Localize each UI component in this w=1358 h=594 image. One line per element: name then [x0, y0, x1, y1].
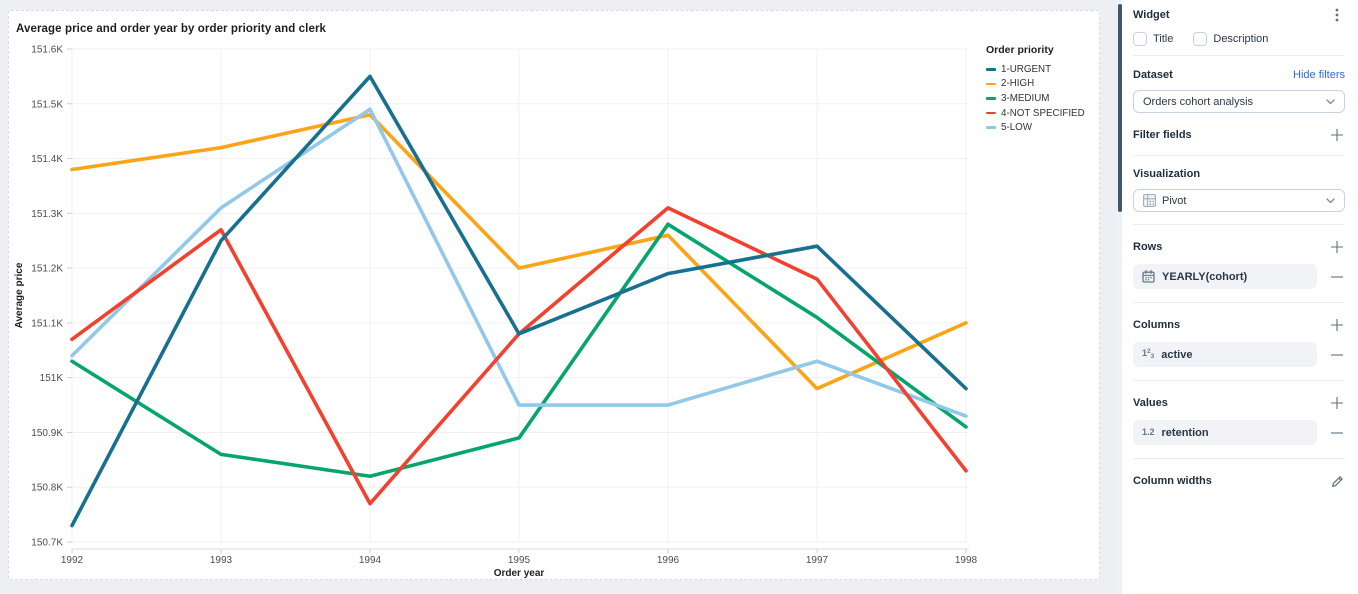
y-tick-label: 150.9K: [31, 428, 63, 439]
dataset-label: Dataset: [1133, 69, 1173, 81]
remove-row-icon[interactable]: [1329, 269, 1345, 285]
add-row-icon[interactable]: [1329, 239, 1345, 255]
x-tick-label: 1997: [806, 555, 829, 566]
integer-icon: 123: [1142, 347, 1155, 360]
y-tick-label: 150.7K: [31, 538, 63, 549]
y-tick-label: 151.3K: [31, 209, 63, 220]
title-checkbox[interactable]: [1133, 32, 1147, 46]
x-tick-label: 1998: [955, 555, 978, 566]
y-tick-label: 151K: [40, 373, 64, 384]
y-tick-label: 150.8K: [31, 483, 63, 494]
y-tick-label: 151.1K: [31, 318, 63, 329]
add-value-icon[interactable]: [1329, 395, 1345, 411]
chevron-down-icon: [1326, 98, 1335, 104]
legend-item-2-HIGH[interactable]: 2-HIGH: [986, 77, 1098, 92]
description-checkbox[interactable]: [1193, 32, 1208, 46]
divider: [1133, 380, 1345, 381]
legend-item-label: 5-LOW: [1001, 122, 1033, 134]
x-tick-label: 1996: [657, 555, 680, 566]
title-checkbox-label[interactable]: Title: [1153, 33, 1174, 45]
description-checkbox-label[interactable]: Description: [1213, 33, 1269, 45]
x-tick-label: 1992: [61, 555, 84, 566]
legend-swatch: [986, 82, 996, 86]
chart-legend: Order priority 1-URGENT 2-HIGH 3-MEDIUM 4-N…: [986, 44, 1098, 135]
series-line-1-URGENT[interactable]: [70, 74, 968, 528]
y-tick-label: 151.2K: [31, 264, 63, 275]
scrollbar-thumb[interactable]: [1117, 4, 1122, 212]
legend-item-3-MEDIUM[interactable]: 3-MEDIUM: [986, 91, 1098, 106]
visualization-select[interactable]: Pivot: [1133, 189, 1345, 212]
add-column-icon[interactable]: [1329, 317, 1345, 333]
remove-value-icon[interactable]: [1329, 425, 1345, 441]
widget-settings-panel: Widget Title Description Dataset Hide fi…: [1117, 0, 1358, 594]
legend-item-label: 4-NOT SPECIFIED: [1001, 107, 1085, 119]
pivot-icon: [1143, 194, 1156, 207]
hide-filters-link[interactable]: Hide filters: [1293, 69, 1345, 81]
rows-label: Rows: [1133, 241, 1163, 253]
add-filter-field-icon[interactable]: [1329, 127, 1345, 143]
legend-item-5-LOW[interactable]: 5-LOW: [986, 120, 1098, 135]
panel-scrollbar[interactable]: [1117, 0, 1122, 594]
legend-item-label: 1-URGENT: [1001, 63, 1052, 75]
divider: [1133, 155, 1345, 156]
x-axis-title: Order year: [494, 568, 545, 579]
y-axis-title: Average price: [14, 262, 25, 328]
calendar-icon: [1142, 270, 1155, 283]
decimal-icon: 1.2: [1142, 427, 1155, 437]
series-line-2-HIGH[interactable]: [70, 112, 968, 391]
values-field-pill[interactable]: 1.2 retention: [1133, 420, 1317, 445]
line-chart[interactable]: 1992 1993 1994 1995 1996 1997 1998 150.7K 150.8K…: [9, 11, 1099, 580]
legend-item-4-NOT SPECIFIED[interactable]: 4-NOT SPECIFIED: [986, 106, 1098, 121]
values-label: Values: [1133, 397, 1168, 409]
x-tick-label: 1994: [359, 555, 382, 566]
divider: [1133, 302, 1345, 303]
columns-field-label: active: [1161, 348, 1193, 361]
rows-field-pill[interactable]: YEARLY(cohort): [1133, 264, 1317, 289]
panel-title: Widget: [1133, 9, 1170, 21]
divider: [1133, 55, 1345, 56]
legend-swatch: [986, 68, 996, 71]
chart-title: Average price and order year by order pr…: [16, 23, 327, 35]
dataset-selected-value: Orders cohort analysis: [1143, 95, 1254, 108]
legend-swatch: [986, 111, 996, 115]
visualization-selected-value: Pivot: [1162, 194, 1187, 207]
legend-swatch: [986, 97, 996, 100]
y-tick-label: 151.5K: [31, 99, 63, 110]
columns-field-pill[interactable]: 123 active: [1133, 342, 1317, 367]
columns-label: Columns: [1133, 319, 1181, 331]
column-widths-label: Column widths: [1133, 475, 1212, 487]
values-field-label: retention: [1161, 426, 1209, 439]
y-tick-label: 151.4K: [31, 154, 63, 165]
series-line-3-MEDIUM[interactable]: [70, 222, 968, 479]
dataset-select[interactable]: Orders cohort analysis: [1133, 90, 1345, 113]
divider: [1133, 458, 1345, 459]
x-tick-label: 1995: [508, 555, 531, 566]
filter-fields-label: Filter fields: [1133, 129, 1192, 141]
legend-item-1-URGENT[interactable]: 1-URGENT: [986, 62, 1098, 77]
rows-field-label: YEARLY(cohort): [1162, 270, 1248, 283]
legend-swatch: [986, 126, 996, 129]
legend-items: 1-URGENT 2-HIGH 3-MEDIUM 4-NOT SPECIFIED 5-L…: [986, 62, 1098, 135]
x-tick-label: 1993: [210, 555, 233, 566]
chevron-down-icon: [1326, 197, 1335, 203]
legend-title: Order priority: [986, 44, 1054, 56]
kebab-menu-icon[interactable]: [1329, 7, 1345, 23]
y-tick-label: 151.6K: [31, 45, 63, 56]
visualization-label: Visualization: [1133, 168, 1201, 180]
chart-widget-card[interactable]: Average price and order year by order pr…: [8, 10, 1100, 580]
legend-item-label: 2-HIGH: [1001, 78, 1035, 90]
legend-item-label: 3-MEDIUM: [1001, 92, 1050, 104]
series-line-5-LOW[interactable]: [70, 107, 968, 418]
divider: [1133, 224, 1345, 225]
remove-column-icon[interactable]: [1329, 347, 1345, 363]
edit-column-widths-icon[interactable]: [1329, 473, 1345, 489]
